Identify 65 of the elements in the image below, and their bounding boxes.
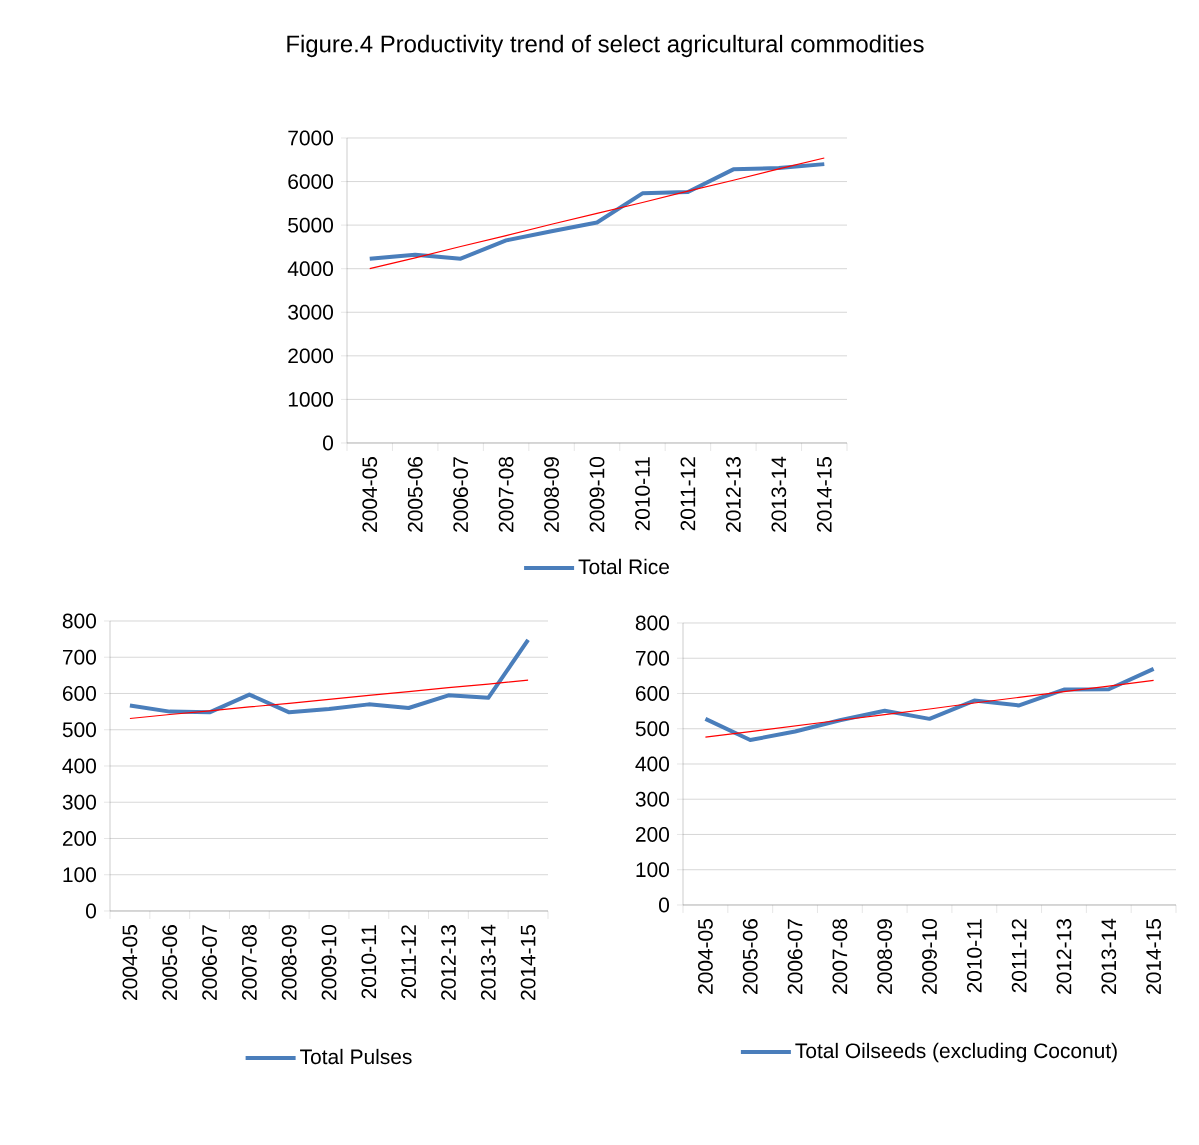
y-tick-label: 500 bbox=[635, 721, 670, 737]
x-tick-label: 2011-12 bbox=[401, 925, 417, 999]
legend-label: Total Oilseeds (excluding Coconut) bbox=[795, 1042, 1117, 1063]
x-tick-label: 2011-12 bbox=[680, 457, 696, 531]
x-tick-label: 2008-09 bbox=[877, 919, 893, 994]
x-tick-label: 2010-11 bbox=[635, 457, 650, 531]
y-tick-label: 2000 bbox=[288, 348, 333, 364]
x-tick-label: 2009-10 bbox=[589, 456, 605, 532]
y-tick-label: 300 bbox=[62, 794, 96, 810]
y-tick-label: 0 bbox=[659, 897, 670, 913]
y-tick-label: 5000 bbox=[288, 217, 333, 233]
line-series bbox=[127, 637, 531, 715]
x-tick-label: 2009-10 bbox=[922, 919, 937, 994]
x-tick-label: 2006-07 bbox=[453, 457, 469, 532]
x-tick-label: 2013-14 bbox=[480, 924, 496, 1000]
x-tick-label: 2010-11 bbox=[361, 925, 377, 999]
chart-title: Figure.4 Productivity trend of select agricultural commodities bbox=[287, 34, 924, 58]
x-tick-label: 2007-08 bbox=[241, 925, 257, 1000]
y-tick-label: 200 bbox=[62, 831, 96, 846]
y-tick-label: 600 bbox=[62, 686, 96, 701]
x-tick-label: 2005-06 bbox=[742, 919, 758, 994]
x-tick-label: 2008-09 bbox=[281, 925, 297, 1000]
y-tick-label: 600 bbox=[636, 686, 670, 701]
x-tick-label: 2008-09 bbox=[544, 457, 559, 532]
line-series bbox=[129, 679, 529, 720]
y-tick-label: 800 bbox=[62, 613, 96, 629]
legend-label: Total Pulses bbox=[300, 1048, 412, 1065]
y-tick-label: 4000 bbox=[287, 261, 333, 277]
x-tick-label: 2012-13 bbox=[725, 457, 741, 532]
x-tick-label: 2006-07 bbox=[787, 919, 803, 994]
y-tick-label: 100 bbox=[636, 862, 670, 878]
y-tick-label: 800 bbox=[635, 615, 670, 631]
x-tick-label: 2007-08 bbox=[832, 919, 848, 994]
x-tick-label: 2007-08 bbox=[498, 457, 514, 532]
x-tick-label: 2006-07 bbox=[202, 925, 217, 1000]
x-tick-label: 2009-10 bbox=[321, 925, 337, 1000]
x-tick-label: 2005-06 bbox=[162, 925, 178, 1000]
x-tick-label: 2010-11 bbox=[966, 919, 982, 993]
x-tick-label: 2013-14 bbox=[771, 456, 787, 532]
x-tick-label: 2004-05 bbox=[362, 457, 378, 532]
y-tick-label: 700 bbox=[636, 650, 670, 666]
x-tick-label: 2013-14 bbox=[1101, 918, 1117, 994]
y-tick-label: 200 bbox=[635, 827, 670, 842]
y-tick-label: 700 bbox=[63, 649, 96, 665]
y-tick-label: 500 bbox=[62, 722, 96, 738]
x-tick-label: 2004-05 bbox=[698, 919, 713, 994]
x-tick-label: 2004-05 bbox=[122, 925, 138, 1000]
y-tick-label: 0 bbox=[323, 435, 334, 451]
y-tick-label: 400 bbox=[62, 758, 96, 774]
x-tick-label: 2014-15 bbox=[520, 925, 536, 1000]
y-tick-label: 1000 bbox=[288, 392, 333, 407]
x-tick-label: 2012-13 bbox=[1056, 919, 1072, 994]
y-tick-label: 100 bbox=[63, 867, 96, 883]
x-tick-label: 2014-15 bbox=[1146, 919, 1162, 994]
x-tick-label: 2011-12 bbox=[1011, 919, 1027, 993]
y-tick-label: 6000 bbox=[288, 174, 333, 189]
y-tick-label: 0 bbox=[86, 903, 97, 919]
x-tick-label: 2012-13 bbox=[441, 925, 456, 1000]
y-tick-label: 400 bbox=[635, 756, 670, 772]
y-tick-label: 7000 bbox=[288, 130, 333, 146]
legend-label: Total Rice bbox=[578, 558, 669, 575]
y-tick-label: 3000 bbox=[288, 304, 333, 320]
x-tick-label: 2005-06 bbox=[407, 457, 423, 532]
y-tick-label: 300 bbox=[635, 791, 670, 807]
x-tick-label: 2014-15 bbox=[816, 457, 832, 532]
